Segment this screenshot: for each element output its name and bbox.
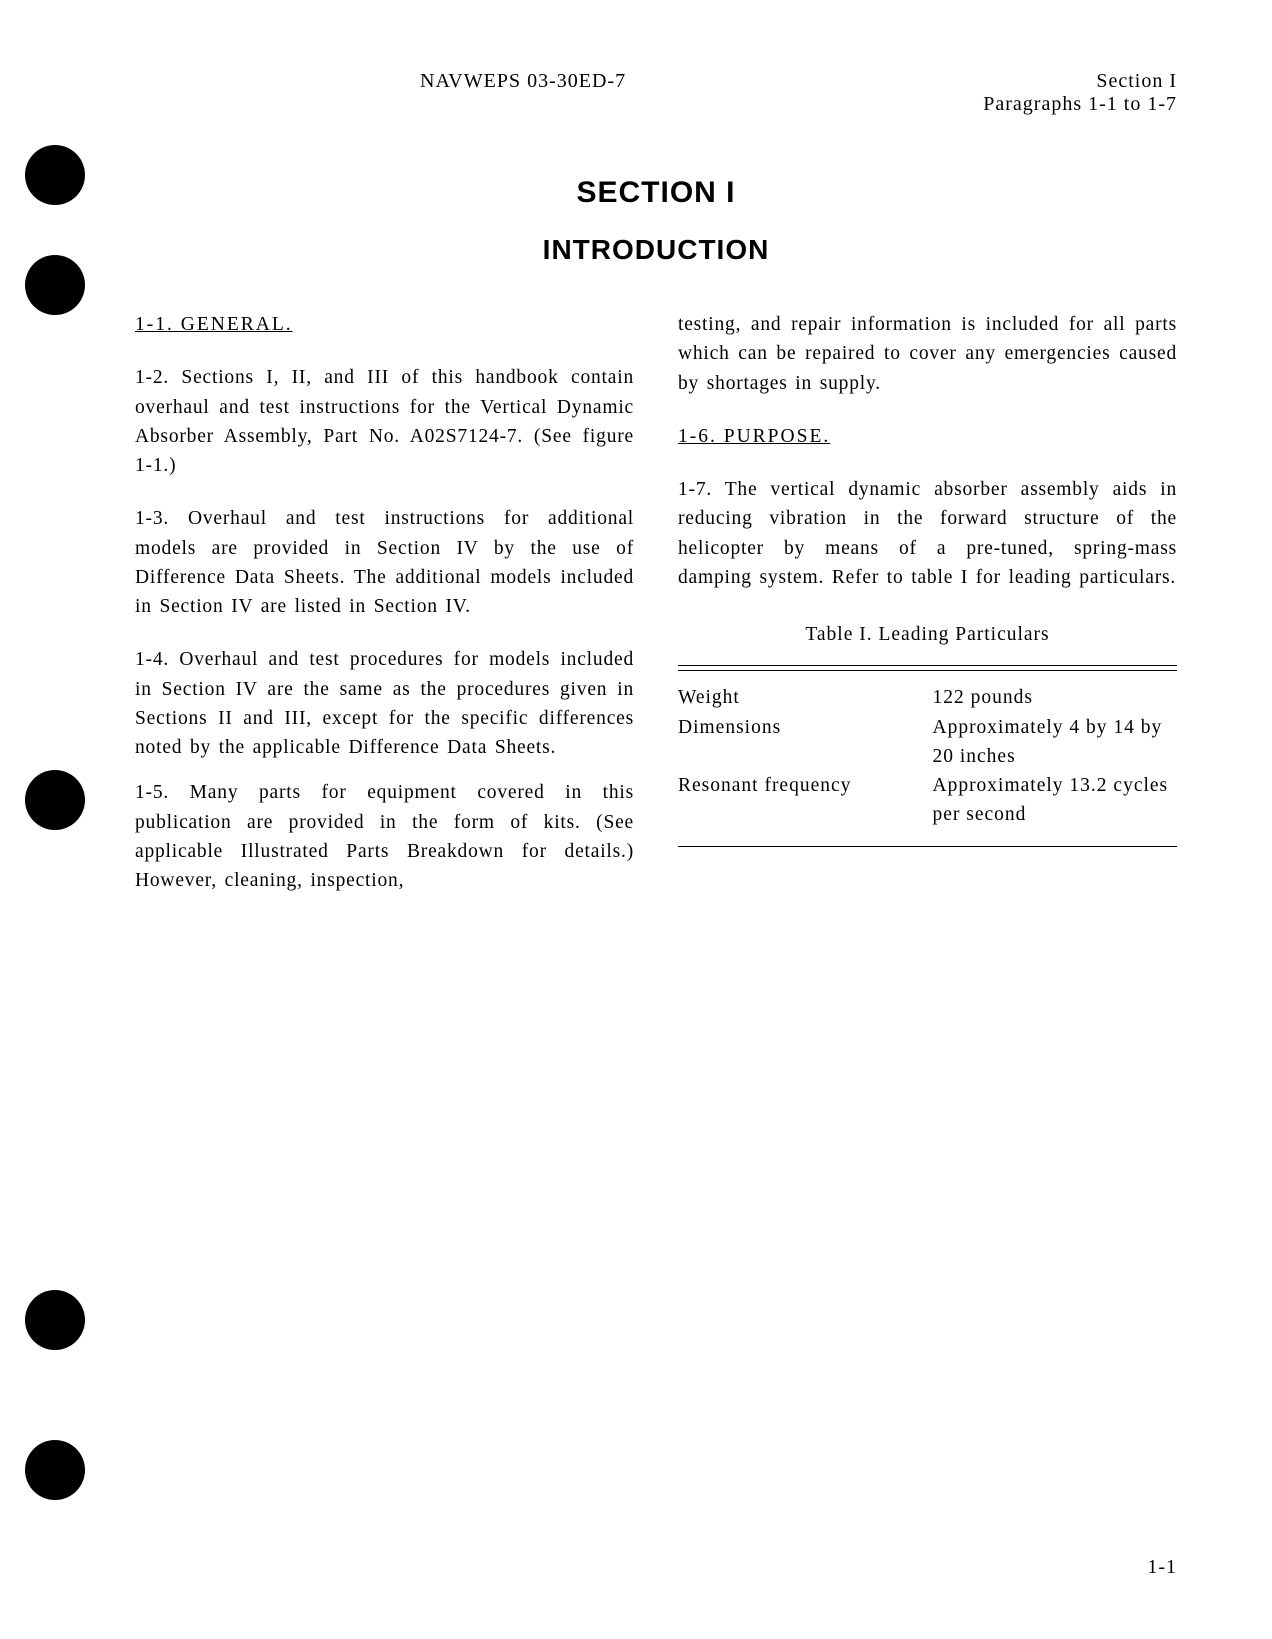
table-value: Approximately 13.2 cycles per second: [932, 771, 1177, 830]
punch-hole: [25, 145, 85, 205]
heading-general: 1-1. GENERAL.: [135, 310, 634, 339]
table-value: 122 pounds: [932, 683, 1177, 712]
table-inner: Weight 122 pounds Dimensions Approximate…: [678, 670, 1177, 845]
table-row: Resonant frequency Approximately 13.2 cy…: [678, 771, 1177, 830]
punch-hole: [25, 1290, 85, 1350]
table-caption: Table I. Leading Particulars: [678, 620, 1177, 649]
right-column: testing, and repair information is inclu…: [678, 310, 1177, 919]
paragraph-1-7: 1-7. The vertical dynamic absorber assem…: [678, 475, 1177, 592]
table-leading-particulars: Weight 122 pounds Dimensions Approximate…: [678, 665, 1177, 846]
section-subtitle: INTRODUCTION: [135, 234, 1177, 266]
content-columns: 1-1. GENERAL. 1-2. Sections I, II, and I…: [135, 310, 1177, 919]
header-paragraphs-label: Paragraphs 1-1 to 1-7: [983, 93, 1177, 116]
table-label: Resonant frequency: [678, 771, 932, 830]
header-section-label: Section I: [983, 70, 1177, 93]
table-label: Weight: [678, 683, 932, 712]
paragraph-1-3: 1-3. Overhaul and test instructions for …: [135, 504, 634, 621]
header-right: Section I Paragraphs 1-1 to 1-7: [983, 70, 1177, 116]
table-value: Approximately 4 by 14 by 20 inches: [932, 713, 1177, 772]
left-column: 1-1. GENERAL. 1-2. Sections I, II, and I…: [135, 310, 634, 919]
table-row: Weight 122 pounds: [678, 683, 1177, 712]
page-header: NAVWEPS 03-30ED-7 Section I Paragraphs 1…: [135, 70, 1177, 116]
header-doc-id: NAVWEPS 03-30ED-7: [135, 70, 626, 116]
punch-hole: [25, 770, 85, 830]
punch-hole: [25, 1440, 85, 1500]
page-number: 1-1: [1147, 1556, 1177, 1579]
document-page: NAVWEPS 03-30ED-7 Section I Paragraphs 1…: [0, 0, 1272, 1639]
paragraph-continuation: testing, and repair information is inclu…: [678, 310, 1177, 398]
punch-hole: [25, 255, 85, 315]
section-title: SECTION I: [135, 176, 1177, 210]
paragraph-1-2: 1-2. Sections I, II, and III of this han…: [135, 363, 634, 480]
table-row: Dimensions Approximately 4 by 14 by 20 i…: [678, 713, 1177, 772]
table-label: Dimensions: [678, 713, 932, 772]
paragraph-1-5: 1-5. Many parts for equipment covered in…: [135, 778, 634, 895]
heading-purpose: 1-6. PURPOSE.: [678, 422, 1177, 451]
paragraph-1-4: 1-4. Overhaul and test procedures for mo…: [135, 645, 634, 762]
